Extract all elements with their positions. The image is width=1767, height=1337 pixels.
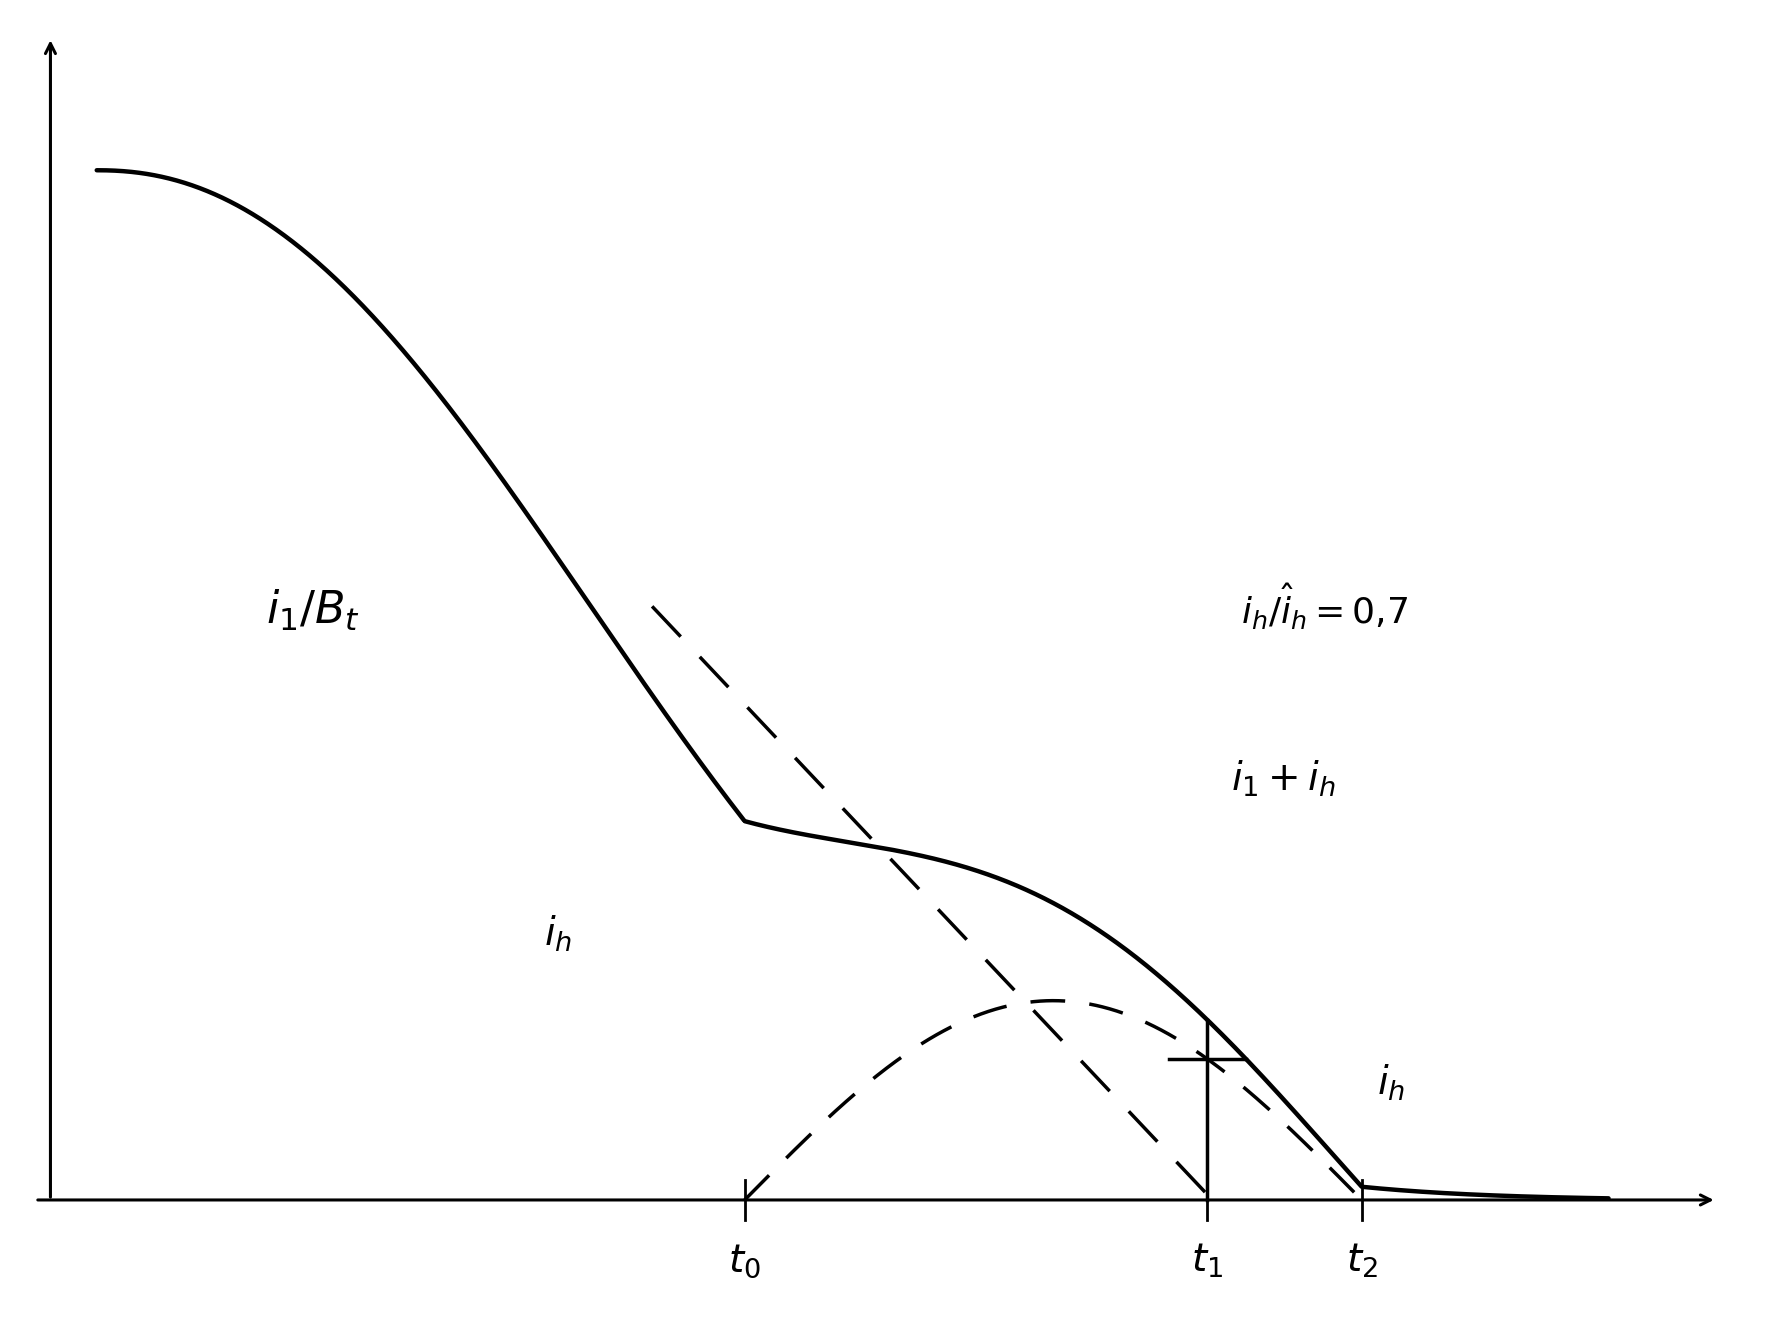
Text: $i_h / \hat{i}_h = 0{,}7$: $i_h / \hat{i}_h = 0{,}7$ — [1242, 582, 1408, 632]
Text: $t_1$: $t_1$ — [1191, 1242, 1223, 1281]
Text: $i_h$: $i_h$ — [1376, 1063, 1405, 1103]
Text: $t_0$: $t_0$ — [728, 1242, 762, 1281]
Text: $t_2$: $t_2$ — [1346, 1242, 1378, 1281]
Text: $i_1 / B_t$: $i_1 / B_t$ — [267, 588, 360, 634]
Text: $i_1 + i_h$: $i_1 + i_h$ — [1230, 758, 1336, 798]
Text: $i_h$: $i_h$ — [544, 913, 573, 953]
